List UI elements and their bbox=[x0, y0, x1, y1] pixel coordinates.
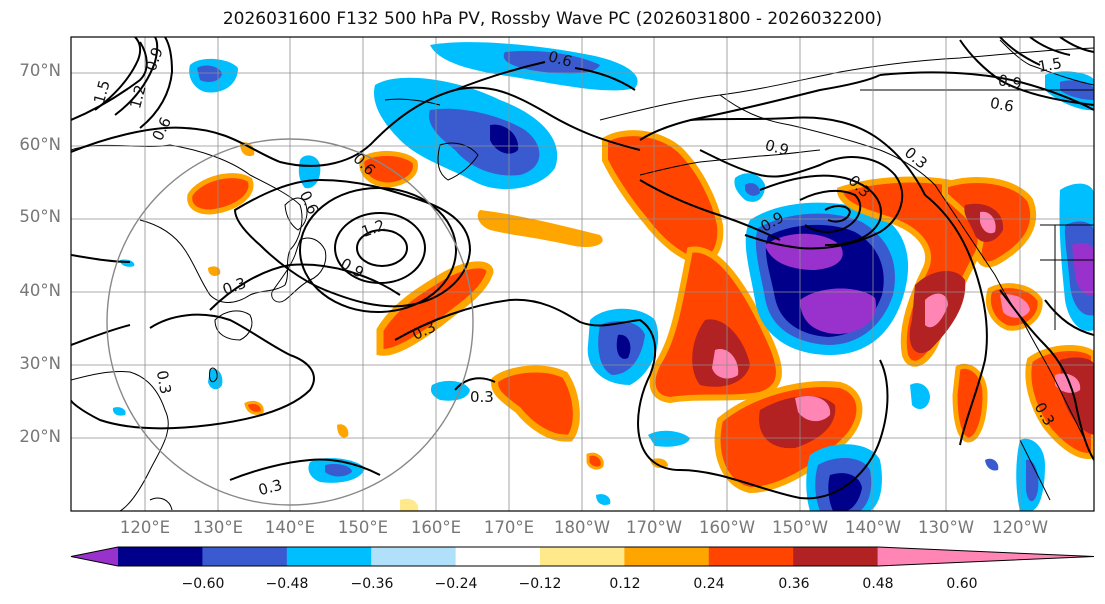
lon-label-180w: 180°W bbox=[553, 518, 611, 537]
coastlines bbox=[71, 39, 1094, 511]
colorbar-tick-label: 0.60 bbox=[946, 576, 978, 592]
colorbar-tick-label: 0.12 bbox=[609, 576, 641, 592]
contour-label: 0.3 bbox=[153, 369, 175, 396]
colorbar-tick-label: 0.36 bbox=[778, 576, 810, 592]
lon-label-120e: 120°E bbox=[119, 518, 171, 537]
contour-label: 0.6 bbox=[546, 47, 574, 71]
lat-label-30: 30°N bbox=[19, 354, 61, 373]
lon-label-140w: 140°W bbox=[844, 518, 902, 537]
contour-label: 0.9 bbox=[763, 136, 791, 160]
great-circle-outline bbox=[106, 138, 474, 506]
lon-label-160w: 160°W bbox=[698, 518, 756, 537]
colorbar-segment bbox=[793, 547, 879, 566]
lon-label-150w: 150°W bbox=[771, 518, 829, 537]
map-title: 2026031600 F132 500 hPa PV, Rossby Wave … bbox=[222, 9, 883, 29]
colorbar-tick-label: −0.48 bbox=[265, 576, 309, 592]
lon-label-130w: 130°W bbox=[917, 518, 975, 537]
colorbar-extend-max bbox=[877, 547, 1094, 566]
lon-label-170e: 170°E bbox=[483, 518, 535, 537]
pv-contours bbox=[71, 37, 1094, 500]
colorbar-tick-label: 0.24 bbox=[693, 576, 725, 592]
contour-label: 0.3 bbox=[470, 388, 494, 406]
colorbar-segment bbox=[118, 547, 203, 566]
lat-label-60: 60°N bbox=[19, 135, 61, 154]
colorbar-tick-label: −0.60 bbox=[181, 576, 225, 592]
lon-label-160e: 160°E bbox=[410, 518, 462, 537]
colorbar-segment bbox=[202, 547, 288, 566]
colorbar bbox=[70, 546, 1095, 567]
colorbar-tick-label: −0.24 bbox=[434, 576, 478, 592]
lon-label-130e: 130°E bbox=[192, 518, 244, 537]
lon-label-170w: 170°W bbox=[625, 518, 683, 537]
colorbar-segment bbox=[286, 547, 372, 566]
lat-label-40: 40°N bbox=[19, 281, 61, 300]
contour-label: 1.2 bbox=[126, 83, 150, 111]
colorbar-segment bbox=[371, 547, 457, 566]
colorbar-tick-label: −0.36 bbox=[350, 576, 394, 592]
colorbar-segment bbox=[540, 547, 625, 566]
contour-label: 0.3 bbox=[256, 476, 284, 500]
map-frame bbox=[70, 36, 1095, 512]
lat-label-70: 70°N bbox=[19, 61, 61, 80]
contour-label: 0.6 bbox=[989, 94, 1016, 116]
colorbar-segment bbox=[708, 547, 794, 566]
colorbar-extend-min bbox=[71, 547, 118, 566]
colorbar-segment bbox=[455, 547, 541, 566]
colorbar-tick-label: −0.12 bbox=[518, 576, 562, 592]
contour-label: 0.9 bbox=[997, 71, 1024, 93]
colorbar-outline bbox=[70, 546, 1095, 567]
contour-label: 1.5 bbox=[90, 78, 114, 106]
colorbar-tick-label: 0.48 bbox=[862, 576, 894, 592]
lon-label-120w: 120°W bbox=[991, 518, 1049, 537]
lon-label-140e: 140°E bbox=[264, 518, 316, 537]
lat-label-20: 20°N bbox=[19, 427, 61, 446]
colorbar-segment bbox=[624, 547, 710, 566]
contour-label: 1.5 bbox=[1037, 54, 1064, 76]
lon-label-150e: 150°E bbox=[337, 518, 389, 537]
lat-label-50: 50°N bbox=[19, 207, 61, 226]
